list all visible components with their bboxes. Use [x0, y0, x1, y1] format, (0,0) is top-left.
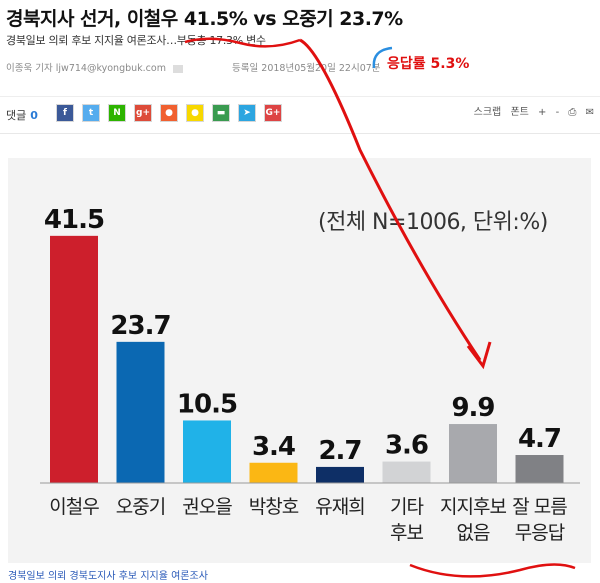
annotation-check-mark — [372, 46, 393, 69]
twitter-icon[interactable]: t — [82, 104, 100, 122]
bar-3 — [249, 462, 298, 483]
bar-6 — [449, 424, 497, 483]
font-button[interactable]: 폰트 — [510, 107, 529, 118]
comment-count: 0 — [30, 109, 38, 122]
category-label: 없음 — [457, 522, 490, 544]
article-headline: 경북지사 선거, 이철우 41.5% vs 오중기 23.7% — [6, 8, 403, 30]
annotation-arrow-line — [299, 38, 482, 361]
category-label: 무응답 — [515, 522, 565, 544]
bar-value-label: 41.5 — [44, 205, 104, 235]
category-label: 유재희 — [315, 496, 364, 518]
google-plus-icon[interactable]: g+ — [134, 104, 152, 122]
bar-value-label: 23.7 — [110, 311, 170, 341]
bar-value-label: 2.7 — [318, 436, 361, 466]
bar-value-label: 3.6 — [385, 431, 428, 461]
facebook-icon[interactable]: f — [56, 104, 74, 122]
email-share-icon[interactable]: ✉ — [585, 107, 594, 118]
bar-value-label: 4.7 — [518, 424, 561, 454]
reporter-name: 이종욱 기자 — [6, 63, 53, 74]
category-label: 지지후보 — [440, 496, 506, 518]
annotation-arrowhead — [466, 341, 492, 370]
article-tools: 스크랩 폰트 + - ⎙ ✉ — [468, 103, 594, 118]
category-label: 기타 — [390, 496, 423, 518]
article-subhead: 경북일보 의뢰 후보 지지율 여론조사…부동층 17.3% 변수 — [6, 34, 266, 47]
response-rate-annotation: 응답률 5.3% — [387, 56, 470, 72]
bar-0 — [50, 235, 98, 483]
bar-value-label: 10.5 — [177, 389, 237, 419]
print-icon[interactable]: ⎙ — [568, 107, 577, 118]
bar-value-label: 9.9 — [451, 393, 494, 423]
kakao-talk-icon[interactable]: ● — [186, 104, 204, 122]
article-byline: 이종욱 기자 ljw714@kyongbuk.com 등록일 2018년05월2… — [6, 60, 381, 74]
naver-band-icon[interactable]: N — [108, 104, 126, 122]
chart-note: (전체 N=1006, 단위:%) — [318, 210, 548, 235]
annotation-bottom-curve — [409, 563, 576, 578]
bar-7 — [515, 455, 564, 483]
bar-1 — [116, 341, 165, 483]
scrap-button[interactable]: 스크랩 — [473, 107, 502, 118]
poll-chart-panel — [8, 158, 591, 563]
category-label: 권오을 — [182, 496, 232, 518]
bar-5 — [382, 461, 431, 483]
annotation-underline — [184, 37, 301, 48]
bar-4 — [316, 466, 364, 483]
comment-button[interactable]: 댓글 0 — [6, 107, 38, 123]
category-label: 오중기 — [116, 496, 165, 518]
article-date: 등록일 2018년05월20일 22시07분 — [232, 63, 381, 74]
reporter-email[interactable]: ljw714@kyongbuk.com — [55, 63, 166, 74]
category-label: 후보 — [390, 522, 423, 544]
category-label: 박창호 — [249, 496, 299, 518]
comment-label: 댓글 — [6, 109, 27, 122]
chart-caption[interactable]: 경북일보 의뢰 경북도지사 후보 지지율 여론조사 — [8, 571, 208, 582]
bar-2 — [183, 420, 231, 483]
band-icon[interactable]: ▬ — [212, 104, 230, 122]
font-decrease-button[interactable]: - — [555, 107, 560, 118]
bar-value-label: 3.4 — [252, 432, 295, 462]
category-label: 이철우 — [49, 496, 99, 518]
google-icon[interactable]: G+ — [264, 104, 282, 122]
email-icon — [173, 64, 183, 73]
font-increase-button[interactable]: + — [538, 107, 547, 118]
category-label: 잘 모름 — [512, 496, 567, 518]
kakao-story-icon[interactable]: ● — [160, 104, 178, 122]
telegram-icon[interactable]: ➤ — [238, 104, 256, 122]
